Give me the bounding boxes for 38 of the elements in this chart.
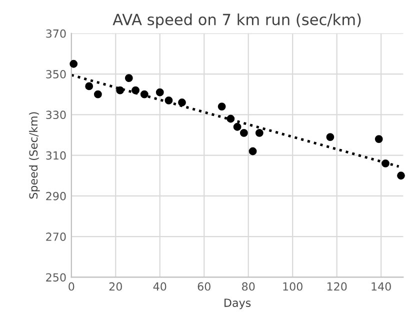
point [326,133,334,141]
y-tick-label: 290 [46,192,66,200]
y-tick-label: 330 [46,110,66,120]
y-tick-label: 350 [46,70,66,78]
point [255,129,264,137]
x-tick-label: 20 [109,282,122,291]
point [248,147,257,156]
point [124,74,133,82]
point [85,82,94,90]
point [178,98,186,106]
x-tick-label: 0 [68,282,74,291]
point [397,172,405,180]
chart-title: AVA speed on 7 km run (sec/km) [112,13,361,28]
y-tick-label: 310 [46,151,66,160]
y-axis-title: Speed (Sec/km) [29,112,40,199]
x-axis-title: Days [224,298,251,310]
point [156,88,164,96]
point [70,60,78,68]
point [382,159,390,168]
y-tick-label: 250 [46,273,66,282]
x-tick-label: 40 [153,282,166,291]
x-tick-label: 100 [283,282,302,291]
point [132,86,140,94]
y-tick-label: 370 [46,29,66,38]
point [116,86,124,94]
point [218,102,226,110]
point [94,90,102,98]
point [140,90,148,98]
x-tick-label: 120 [327,282,347,291]
point [226,114,235,123]
point [233,122,242,131]
x-tick-label: 140 [372,282,391,291]
x-tick-label: 60 [198,282,210,291]
point [240,129,248,137]
point [374,135,383,144]
point [164,96,173,104]
y-tick-label: 270 [46,232,66,241]
x-tick-label: 80 [242,282,255,291]
